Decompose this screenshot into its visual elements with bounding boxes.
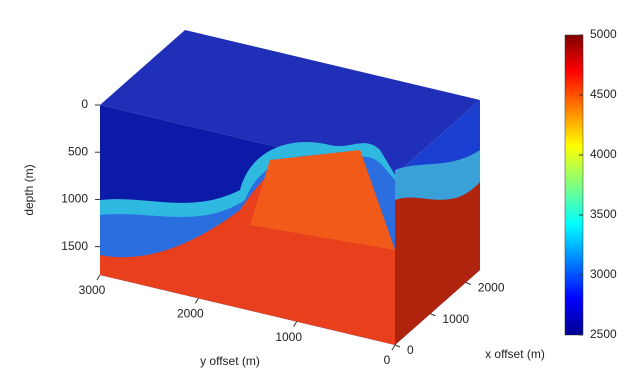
z-axis-label: depth (m) (22, 164, 36, 215)
colorbar-tick-label: 4000 (590, 147, 617, 161)
z-tick-label: 0 (81, 97, 88, 111)
z-tick-label: 1500 (61, 239, 88, 253)
y-tick-label: 2000 (177, 307, 204, 321)
y-tick (96, 274, 101, 281)
z-tick-label: 1000 (61, 192, 88, 206)
colorbar (564, 34, 584, 336)
y-tick (194, 298, 199, 304)
right-layer-cyan (395, 150, 480, 200)
y-tick (391, 344, 396, 351)
volume (100, 30, 480, 345)
colorbar-tick-label: 3500 (590, 207, 617, 221)
x-tick (465, 282, 472, 285)
y-tick-label: 0 (384, 353, 391, 367)
z-tick-label: 500 (68, 144, 88, 158)
y-tick-label: 3000 (79, 283, 106, 297)
y-axis-label: y offset (m) (200, 354, 260, 368)
x-tick (430, 313, 436, 317)
x-axis-label: x offset (m) (485, 347, 545, 361)
y-tick-label: 1000 (275, 330, 302, 344)
y-tick (293, 321, 298, 327)
right-layer-red (395, 180, 480, 345)
colorbar-tick-label: 5000 (590, 27, 617, 41)
x-tick-label: 1000 (442, 312, 469, 326)
top-face (100, 30, 480, 175)
x-tick (394, 344, 401, 348)
colorbar-tick-label: 2500 (590, 327, 617, 341)
cutaway (250, 150, 395, 250)
x-tick-label: 0 (407, 343, 414, 357)
x-tick-label: 2000 (478, 281, 505, 295)
colorbar-tick-label: 3000 (590, 267, 617, 281)
colorbar-tick-label: 4500 (590, 87, 617, 101)
